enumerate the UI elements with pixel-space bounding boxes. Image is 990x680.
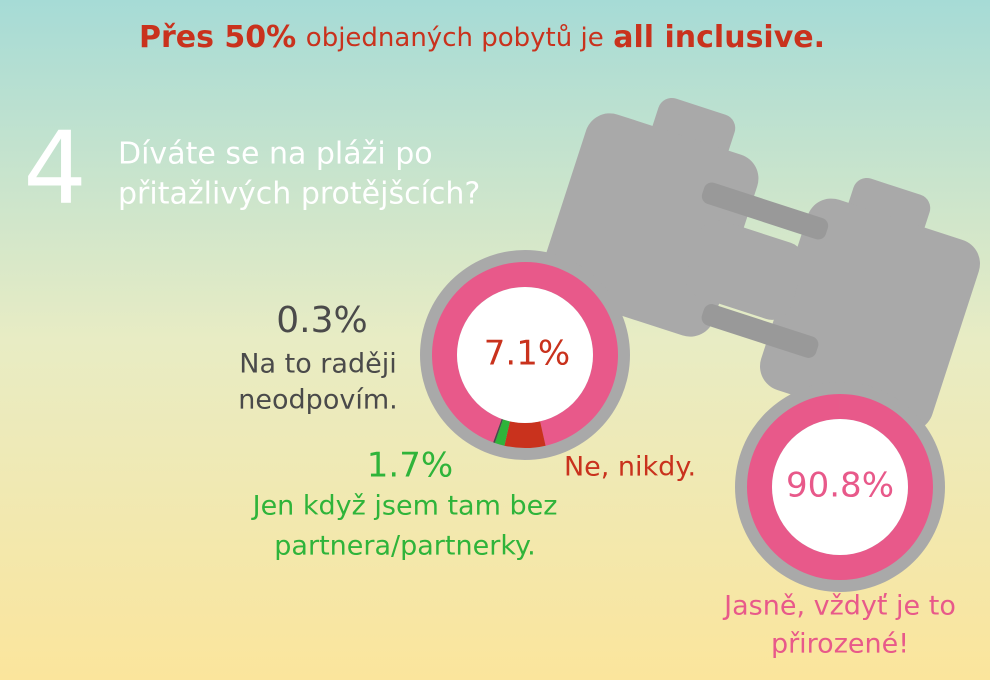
header: Přes 50% objednaných pobytů je all inclu…: [139, 20, 825, 55]
category-label: přirozené!: [771, 629, 909, 660]
value-label: 1.7%: [367, 446, 453, 486]
donut-hole: [457, 287, 593, 423]
category-label: Na to raději: [239, 349, 396, 380]
question: přitažlivých protějšcích?: [118, 177, 480, 212]
value-label: 7.1%: [484, 334, 570, 374]
value-label: 90.8%: [786, 466, 894, 506]
category-label: Ne, nikdy.: [564, 452, 696, 483]
header-text: objednaných pobytů je: [306, 23, 604, 53]
donut-segment: [493, 418, 503, 443]
donut-segment: [504, 421, 546, 448]
category-label: partnera/partnerky.: [274, 531, 535, 562]
header-bold: all inclusive.: [613, 20, 825, 55]
category-label: Jasně, vždyť je to: [722, 591, 956, 622]
category-label: Jen když jsem tam bez: [251, 491, 558, 522]
donut-segment: [494, 419, 510, 446]
value-label: 0.3%: [276, 300, 367, 341]
question: Díváte se na pláži po: [118, 137, 433, 172]
donut-hole: [772, 419, 908, 555]
question-number: 4: [23, 109, 87, 226]
header-bold: Přes 50%: [139, 20, 296, 55]
category-label: neodpovím.: [238, 385, 397, 416]
